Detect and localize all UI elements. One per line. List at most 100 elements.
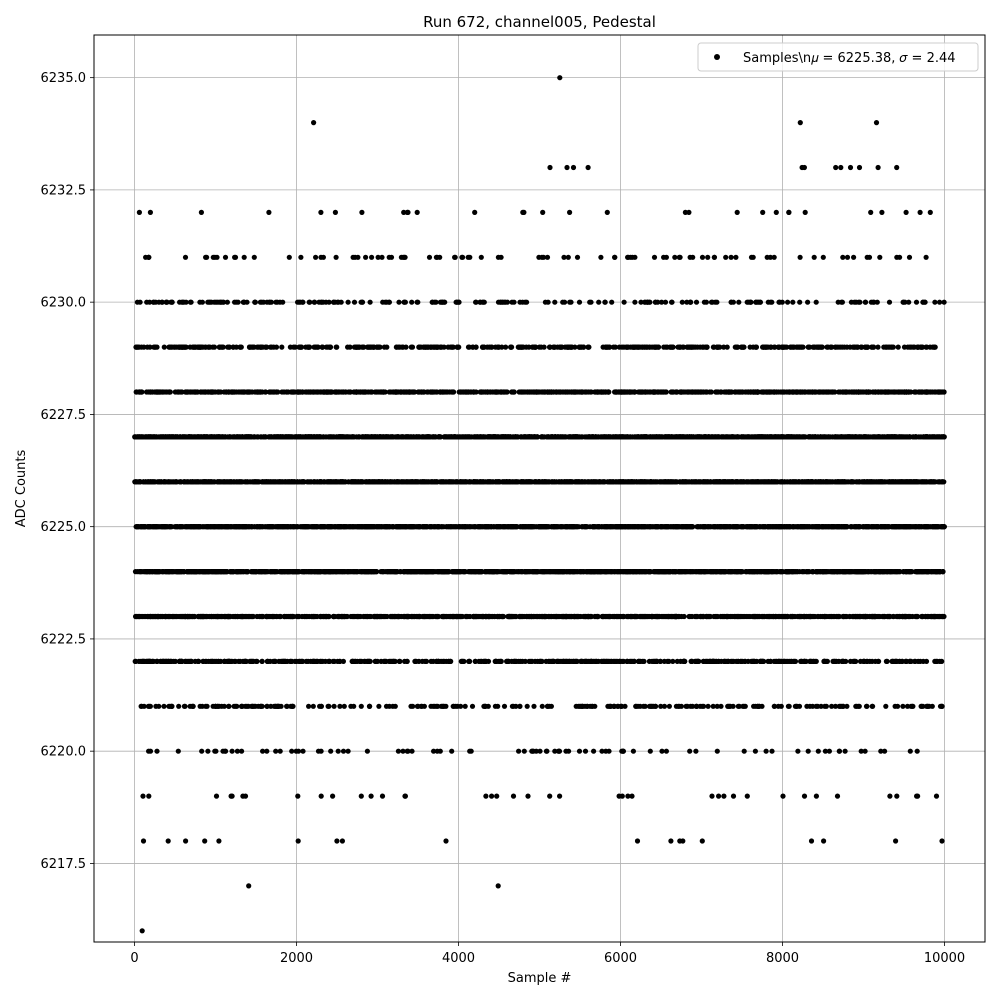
data-point: [413, 658, 419, 665]
data-point: [646, 569, 652, 575]
data-point: [763, 748, 769, 754]
data-point: [172, 613, 178, 620]
data-point: [837, 569, 843, 575]
data-point: [931, 569, 937, 575]
data-point: [289, 703, 295, 709]
data-point: [441, 569, 447, 575]
data-point: [169, 569, 176, 575]
data-point: [673, 569, 679, 575]
data-point: [376, 703, 382, 709]
data-point: [182, 703, 188, 709]
data-point: [258, 703, 264, 709]
data-point: [334, 838, 340, 844]
data-point: [295, 748, 302, 754]
data-point: [829, 613, 835, 620]
data-point: [152, 524, 159, 530]
data-point: [466, 658, 472, 665]
data-point: [178, 658, 184, 665]
data-point: [560, 569, 567, 575]
data-point: [415, 613, 421, 620]
data-point: [792, 658, 799, 665]
data-point: [639, 569, 645, 575]
data-point: [203, 613, 209, 620]
data-point: [716, 793, 722, 799]
data-point: [160, 658, 166, 665]
data-point: [582, 613, 588, 620]
data-point: [366, 703, 373, 709]
data-point: [836, 703, 842, 709]
data-point: [661, 703, 668, 709]
data-point: [807, 613, 814, 620]
data-point: [540, 613, 546, 620]
data-point: [752, 748, 759, 754]
data-point: [510, 703, 516, 709]
data-point: [390, 569, 396, 575]
data-point: [348, 613, 354, 620]
data-point: [568, 613, 574, 620]
data-point: [396, 658, 402, 665]
data-point: [299, 613, 305, 620]
data-point: [744, 793, 750, 799]
data-point: [530, 569, 536, 575]
data-point: [832, 703, 839, 709]
data-point: [516, 748, 522, 754]
data-point: [395, 613, 401, 620]
data-point: [785, 613, 791, 620]
data-point: [759, 658, 765, 665]
data-point: [812, 658, 818, 665]
data-point: [700, 658, 706, 665]
data-point: [259, 613, 266, 620]
data-point: [793, 703, 800, 709]
data-point: [469, 569, 475, 575]
data-point: [199, 748, 205, 754]
data-point: [296, 658, 302, 665]
data-point: [820, 569, 826, 575]
data-point: [213, 793, 220, 799]
data-point: [210, 524, 216, 530]
data-point: [721, 793, 727, 799]
data-point: [634, 838, 641, 844]
data-point: [529, 613, 535, 620]
data-point: [658, 703, 664, 709]
data-point: [738, 569, 744, 575]
data-point: [830, 569, 836, 575]
data-point: [876, 658, 882, 665]
data-point: [157, 613, 163, 620]
data-point: [366, 658, 372, 665]
data-point: [914, 748, 920, 754]
data-point: [573, 703, 579, 709]
data-point: [221, 658, 227, 665]
data-point: [771, 703, 777, 709]
data-point: [362, 569, 369, 575]
data-point: [697, 613, 704, 620]
data-point: [933, 793, 940, 799]
data-point: [533, 748, 539, 754]
data-point: [741, 748, 747, 754]
data-point: [186, 569, 192, 575]
data-point: [402, 793, 408, 799]
data-point: [486, 613, 492, 620]
data-point: [863, 703, 870, 709]
data-point: [215, 703, 221, 709]
data-point: [184, 658, 190, 665]
data-point: [913, 613, 920, 620]
data-point: [248, 703, 255, 709]
data-point: [666, 703, 673, 709]
data-point: [937, 569, 943, 575]
data-point: [307, 569, 313, 575]
data-point: [633, 569, 639, 575]
data-point: [189, 613, 195, 620]
data-point: [815, 613, 822, 620]
data-point: [479, 658, 485, 665]
data-point: [606, 658, 612, 665]
data-point: [932, 658, 938, 665]
data-point: [785, 569, 791, 575]
data-point: [262, 524, 268, 530]
data-point: [578, 569, 584, 575]
data-point: [379, 793, 386, 799]
data-point: [191, 569, 197, 575]
data-point: [633, 703, 639, 709]
data-point: [663, 748, 670, 754]
data-point: [318, 703, 324, 709]
data-point: [176, 703, 182, 709]
